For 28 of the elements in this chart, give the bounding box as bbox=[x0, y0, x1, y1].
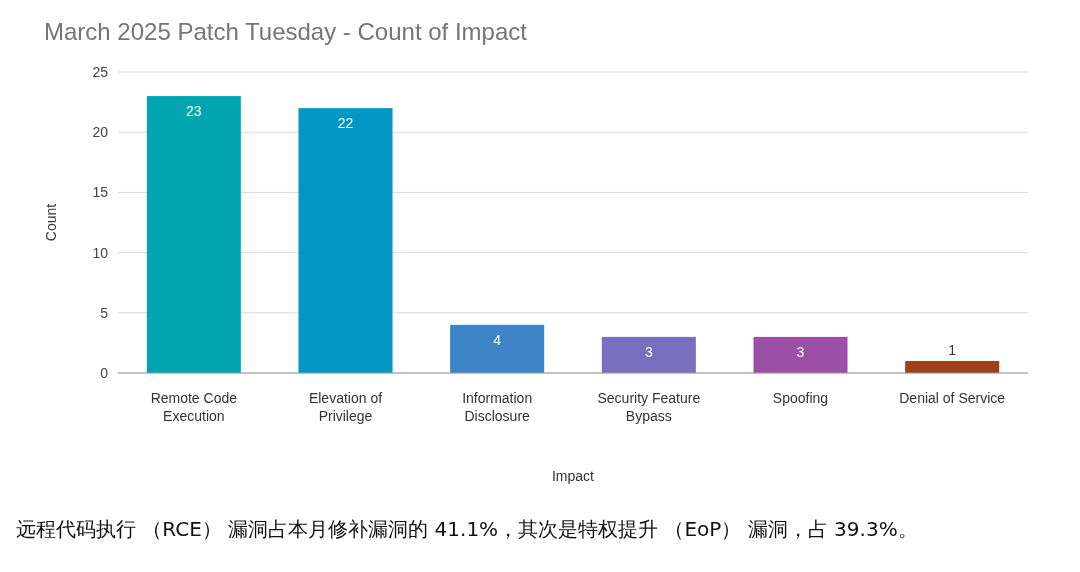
data-label: 3 bbox=[796, 343, 805, 360]
y-tick-label: 15 bbox=[92, 184, 109, 201]
bar bbox=[905, 360, 1000, 373]
y-tick-label: 5 bbox=[100, 304, 109, 321]
data-label: 1 bbox=[948, 341, 957, 358]
x-axis-title: Impact bbox=[551, 468, 595, 484]
bar bbox=[146, 96, 241, 373]
data-label: 23 bbox=[186, 103, 202, 120]
y-axis-title: Count bbox=[43, 203, 59, 242]
chart-title: March 2025 Patch Tuesday - Count of Impact bbox=[44, 18, 528, 45]
x-tick-label: Elevation of Privilege bbox=[308, 390, 383, 424]
x-tick-label: Information Disclosure bbox=[462, 390, 533, 424]
data-label: 3 bbox=[644, 343, 653, 360]
y-tick-label: 10 bbox=[92, 244, 109, 261]
bar bbox=[601, 336, 696, 373]
bar bbox=[753, 336, 848, 373]
x-tick-label: Remote Code Execution bbox=[150, 390, 238, 424]
data-label: 22 bbox=[337, 115, 354, 132]
y-tick-label: 25 bbox=[92, 64, 109, 80]
y-tick-label: 20 bbox=[92, 124, 109, 141]
x-tick-label: Denial of Service bbox=[899, 390, 1006, 406]
data-label: 4 bbox=[493, 331, 502, 348]
bar bbox=[298, 108, 393, 373]
text: 远程代码执行 （RCE） 漏洞占本月修补漏洞的 41.1%，其次是特权提升 （EoP） 漏洞，占 39.3%。 bbox=[16, 517, 918, 541]
x-tick-label: Security Feature Bypass bbox=[597, 390, 701, 424]
x-tick-label: Spoofing bbox=[772, 390, 829, 406]
y-tick-label: 0 bbox=[100, 365, 109, 381]
bar bbox=[450, 324, 545, 373]
